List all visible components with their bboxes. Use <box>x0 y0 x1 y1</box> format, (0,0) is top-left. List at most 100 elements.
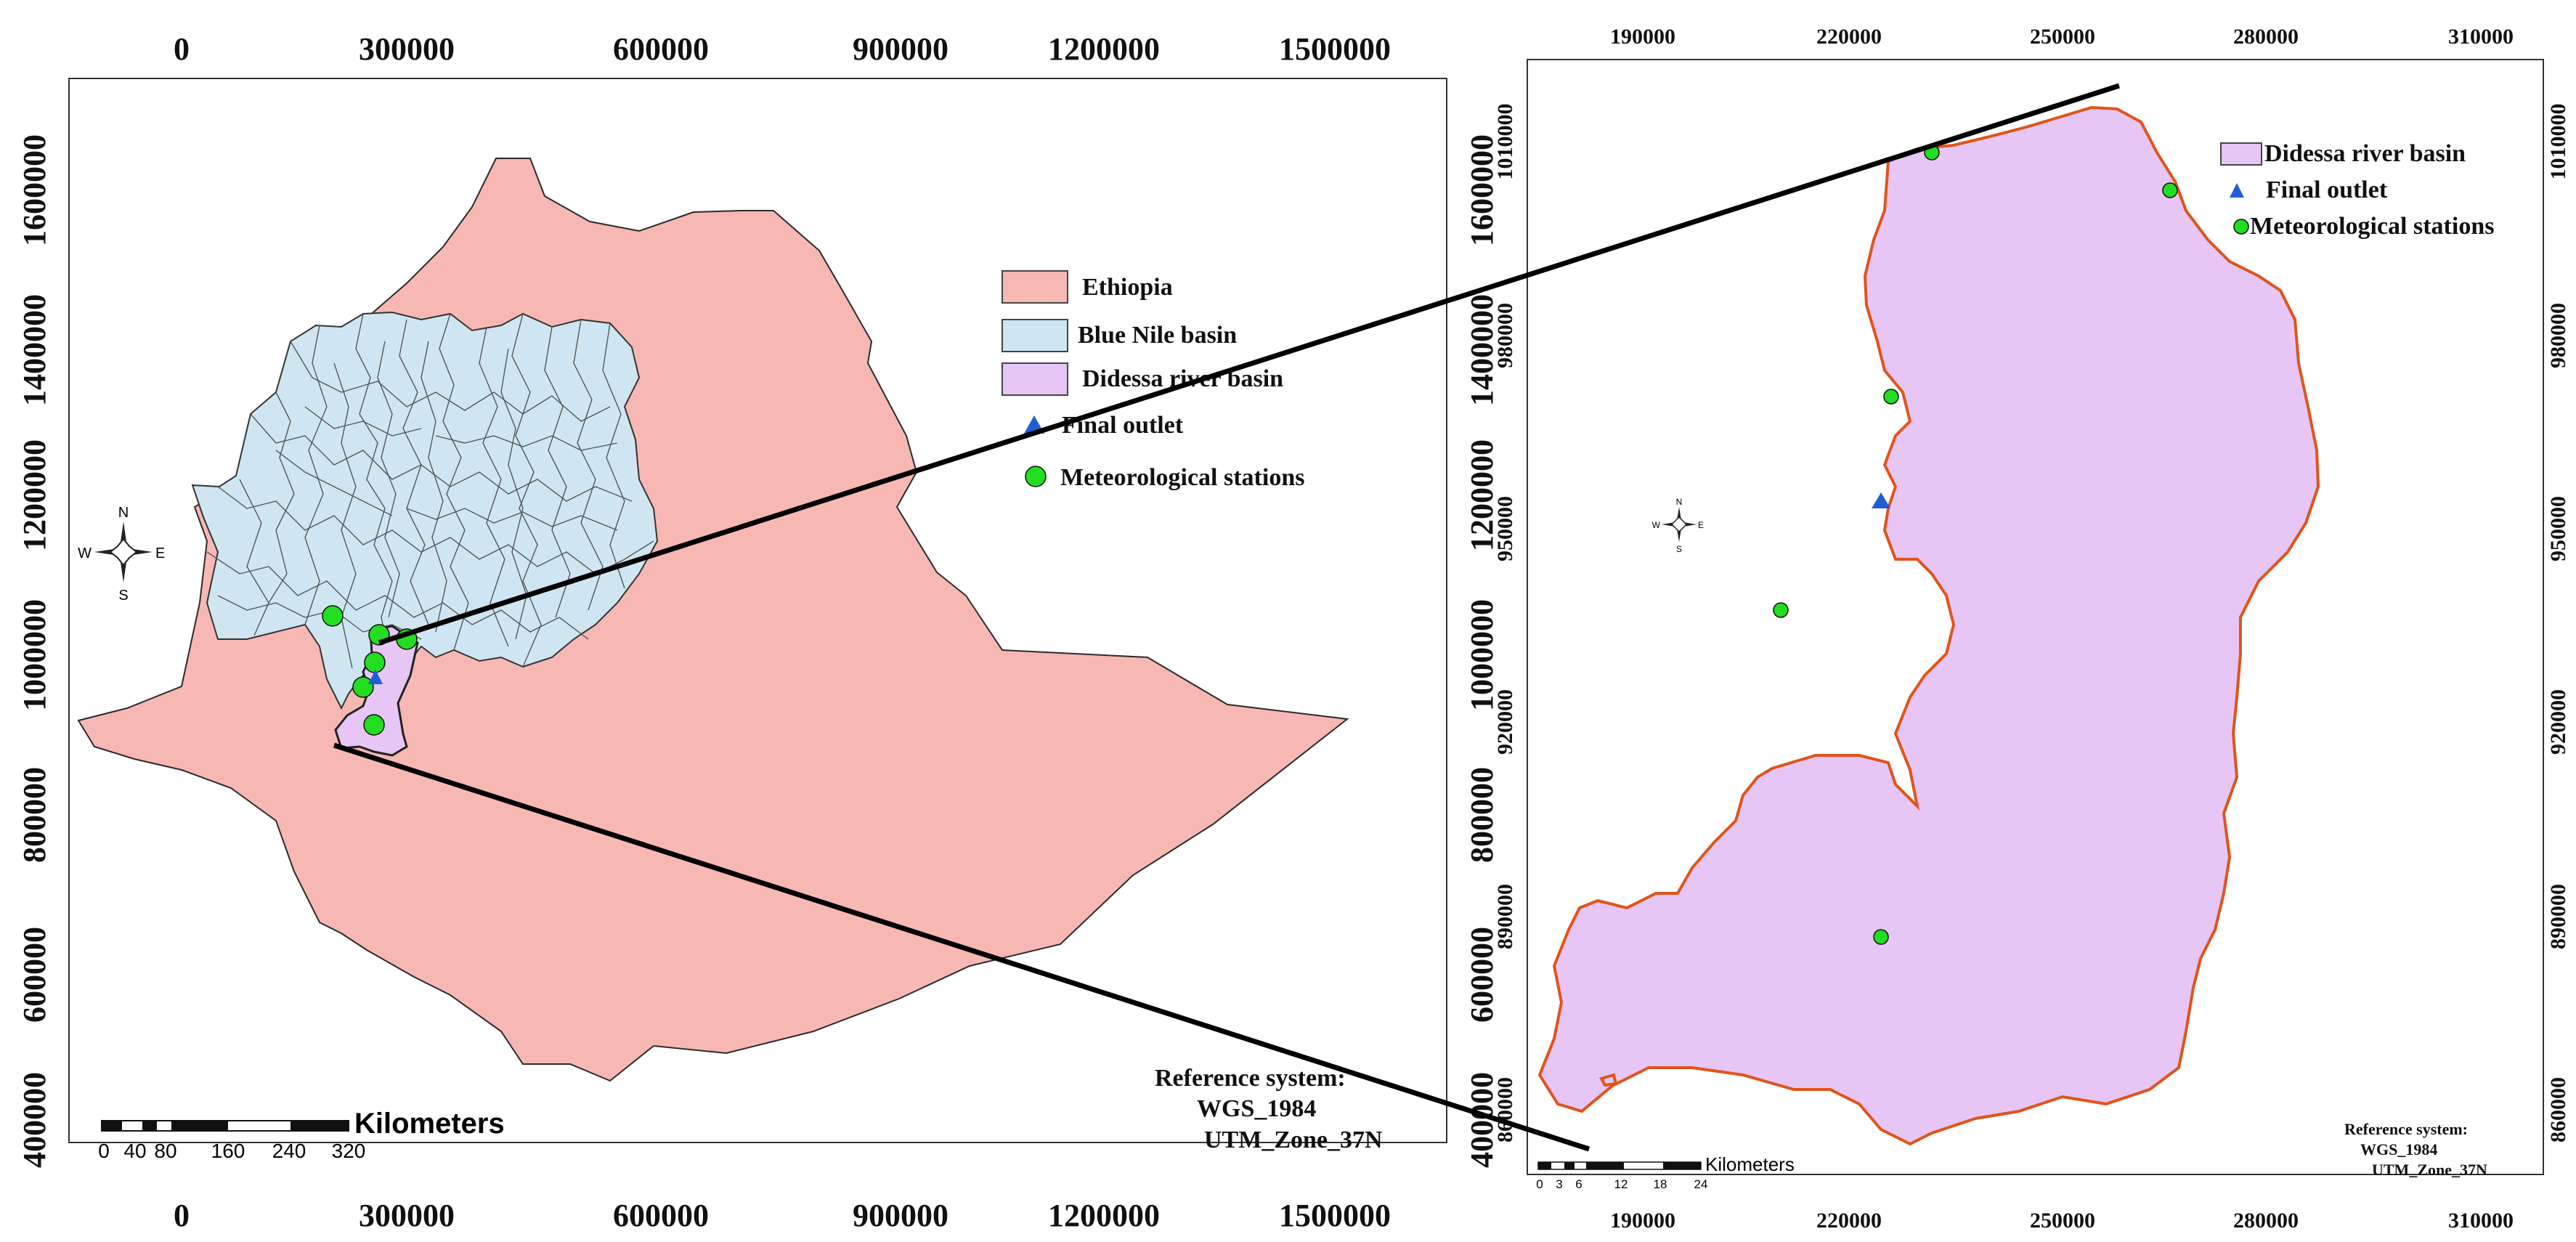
station-marker <box>363 714 385 736</box>
didessa-basin-notch <box>1599 1073 1618 1087</box>
tick-label: 220000 <box>1816 25 1882 49</box>
left-map-right-ticks: 1600000 1400000 1200000 1000000 800000 6… <box>1464 134 1500 1168</box>
station-marker <box>2162 182 2178 198</box>
tick-label: 190000 <box>1610 25 1675 49</box>
legend-outlet-icon <box>2230 183 2244 198</box>
tick-label: 400000 <box>17 1072 52 1168</box>
left-map-left-ticks: 1600000 1400000 1200000 1000000 800000 6… <box>17 134 52 1168</box>
tick-label: 800000 <box>1464 767 1500 863</box>
tick-label: 310000 <box>2448 1209 2514 1233</box>
south-label: S <box>1676 544 1682 554</box>
scale-label: 12 <box>1614 1177 1628 1191</box>
scale-label: 24 <box>1694 1177 1708 1191</box>
legend-swatch-didessa <box>2220 142 2262 166</box>
scale-unit-label: Kilometers <box>354 1108 505 1140</box>
connector-line-top <box>378 83 2121 646</box>
reference-line: WGS_1984 <box>2360 1140 2437 1158</box>
right-map-bottom-ticks: 190000 220000 250000 280000 310000 <box>1610 1209 2514 1233</box>
right-map-right-ticks: 1010000 980000 950000 920000 890000 8600… <box>2546 104 2570 1143</box>
outlet-marker <box>1872 492 1890 508</box>
tick-label: 600000 <box>613 31 709 67</box>
east-label: E <box>1698 520 1704 530</box>
tick-label: 890000 <box>1493 884 1517 949</box>
right-stations <box>1773 145 2249 945</box>
tick-label: 0 <box>174 31 190 67</box>
scale-label: 320 <box>332 1140 366 1162</box>
legend-label-ethiopia: Ethiopia <box>1082 274 1173 301</box>
tick-label: 1000000 <box>1464 599 1500 711</box>
east-label: E <box>155 545 165 561</box>
tick-label: 800000 <box>17 767 52 863</box>
station-marker <box>2233 219 2249 235</box>
west-label: W <box>1652 520 1661 530</box>
tick-label: 600000 <box>613 1198 709 1233</box>
tick-label: 890000 <box>2546 884 2570 949</box>
legend-label-didessa: Didessa river basin <box>1082 365 1283 392</box>
tick-label: 1200000 <box>1048 31 1160 67</box>
legend-label-didessa: Didessa river basin <box>2264 140 2466 167</box>
connector-line-bottom <box>333 742 1590 1152</box>
tick-label: 1600000 <box>17 134 52 246</box>
tick-label: 860000 <box>1493 1077 1517 1142</box>
tick-label: 900000 <box>853 1198 948 1233</box>
reference-line: WGS_1984 <box>1197 1095 1316 1122</box>
inset-connector-lines <box>333 83 2121 1152</box>
reference-line: UTM_Zone_37N <box>2372 1161 2487 1179</box>
tick-label: 1600000 <box>1464 134 1500 246</box>
right-map-left-ticks: 1010000 980000 950000 920000 890000 8600… <box>1493 104 1517 1143</box>
left-scale-bar: Kilometers 0 40 80 160 240 320 <box>98 1108 505 1162</box>
tick-label: 300000 <box>359 1198 455 1233</box>
station-marker <box>1873 929 1889 945</box>
scale-label: 160 <box>211 1140 245 1162</box>
right-scale-bar: Kilometers 0 3 6 12 18 24 <box>1536 1153 1795 1191</box>
left-map-panel: 0 300000 600000 900000 1200000 1500000 0… <box>17 31 1500 1233</box>
scale-label: 3 <box>1556 1177 1562 1191</box>
tick-label: 600000 <box>17 927 52 1023</box>
left-reference-text: Reference system: WGS_1984 UTM_Zone_37N <box>1155 1065 1383 1153</box>
left-north-arrow-icon: N S E W <box>78 505 165 604</box>
scale-label: 18 <box>1654 1177 1667 1191</box>
legend-swatch-didessa <box>1001 362 1068 396</box>
tick-label: 310000 <box>2448 25 2514 49</box>
tick-label: 1010000 <box>1493 104 1517 180</box>
tick-label: 1500000 <box>1279 31 1391 67</box>
scale-label: 80 <box>154 1140 176 1162</box>
tick-label: 980000 <box>1493 303 1517 368</box>
tick-label: 950000 <box>2546 496 2570 561</box>
tick-label: 1400000 <box>1464 294 1500 406</box>
legend-swatch-ethiopia <box>1001 270 1068 304</box>
south-label: S <box>118 588 128 604</box>
tick-label: 950000 <box>1493 496 1517 561</box>
tick-label: 900000 <box>853 31 948 67</box>
tick-label: 250000 <box>2030 1209 2095 1233</box>
north-label: N <box>1676 497 1683 507</box>
tick-label: 220000 <box>1816 1209 1882 1233</box>
tick-label: 860000 <box>2546 1077 2570 1142</box>
sub-basin-lines <box>206 313 654 673</box>
left-map-bottom-ticks: 0 300000 600000 900000 1200000 1500000 <box>174 1198 1391 1233</box>
right-map-top-ticks: 190000 220000 250000 280000 310000 <box>1610 25 2514 49</box>
legend-swatch-blue-nile <box>1001 319 1068 352</box>
tick-label: 1400000 <box>17 294 52 406</box>
tick-label: 980000 <box>2546 303 2570 368</box>
legend-label-outlet: Final outlet <box>2266 176 2388 203</box>
tick-label: 1200000 <box>1464 439 1500 551</box>
tick-label: 600000 <box>1464 927 1500 1023</box>
station-marker <box>1883 389 1899 405</box>
didessa-basin-detail-polygon <box>1537 105 2320 1146</box>
tick-label: 300000 <box>359 31 455 67</box>
reference-line: UTM_Zone_37N <box>1204 1127 1383 1153</box>
tick-label: 1500000 <box>1279 1198 1391 1233</box>
tick-label: 920000 <box>2546 689 2570 755</box>
tick-label: 920000 <box>1493 689 1517 755</box>
tick-label: 280000 <box>2233 25 2299 49</box>
legend-station-icon <box>1025 466 1047 487</box>
reference-line: Reference system: <box>1155 1065 1346 1092</box>
west-label: W <box>78 545 92 561</box>
right-legend: Didessa river basin Final outlet Meteoro… <box>2220 140 2494 240</box>
tick-label: 1200000 <box>1048 1198 1160 1233</box>
legend-label-stations: Meteorological stations <box>2250 213 2494 240</box>
scale-label: 40 <box>123 1140 146 1162</box>
scale-label: 0 <box>98 1140 110 1162</box>
